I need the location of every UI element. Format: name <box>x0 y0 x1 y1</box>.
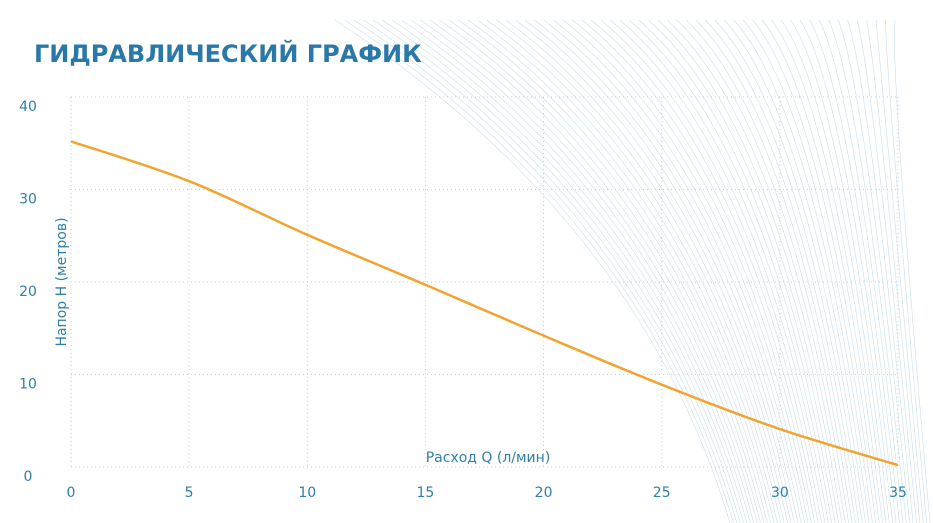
decoration-line <box>761 19 883 523</box>
decoration-line <box>704 19 863 523</box>
decoration-line <box>714 19 866 523</box>
decoration-line <box>657 19 846 523</box>
decoration-line <box>477 19 782 523</box>
decoration-line <box>353 19 738 523</box>
decoration-line <box>515 19 795 523</box>
decoration-line <box>391 19 751 523</box>
y-tick-label: 20 <box>19 284 37 300</box>
decoration-line <box>600 19 826 523</box>
decoration-line <box>742 19 877 523</box>
decoration-line <box>733 19 873 523</box>
decoration-line <box>790 19 894 523</box>
decoration-line <box>553 19 809 523</box>
decoration-line <box>467 19 778 523</box>
decoration-line <box>372 19 744 523</box>
decoration-line <box>591 19 822 523</box>
decoration-line <box>363 19 741 523</box>
decoration-line <box>486 19 785 523</box>
y-tick-label: 30 <box>19 192 37 208</box>
decoration-line <box>894 19 931 523</box>
decoration-line <box>885 19 927 523</box>
decoration-line <box>856 19 917 523</box>
x-tick-label: 35 <box>889 485 907 501</box>
decoration-line <box>420 19 761 523</box>
decoration-line <box>496 19 788 523</box>
decoration <box>334 19 931 523</box>
decoration-line <box>562 19 812 523</box>
decoration-line <box>505 19 792 523</box>
decoration-line <box>780 19 890 523</box>
decoration-line <box>685 19 856 523</box>
x-tick-label: 25 <box>653 485 671 501</box>
decoration-line <box>610 19 829 523</box>
x-tick-label: 15 <box>417 485 435 501</box>
decoration-line <box>344 19 734 523</box>
decoration-line <box>638 19 839 523</box>
decoration-line <box>847 19 914 523</box>
decoration-line <box>799 19 897 523</box>
decoration-line <box>629 19 836 523</box>
decoration-line <box>723 19 870 523</box>
decoration-line <box>818 19 904 523</box>
decoration-line <box>676 19 853 523</box>
decoration-line <box>572 19 816 523</box>
x-tick-label: 20 <box>535 485 553 501</box>
decoration-line <box>828 19 907 523</box>
decoration-line <box>619 19 832 523</box>
decoration-line <box>648 19 843 523</box>
decoration-line <box>439 19 768 523</box>
x-tick-label: 0 <box>67 485 76 501</box>
decoration-line <box>752 19 880 523</box>
y-axis-label: Напор H (метров) <box>54 217 70 346</box>
decoration-line <box>448 19 771 523</box>
data-line <box>70 140 899 467</box>
x-tick-label: 5 <box>185 485 194 501</box>
x-axis-label: Расход Q (л/мин) <box>426 450 551 466</box>
decoration-line <box>458 19 775 523</box>
decoration-line <box>875 19 924 523</box>
chart-title: ГИДРАВЛИЧЕСКИЙ ГРАФИК <box>34 39 422 68</box>
decoration-line <box>695 19 860 523</box>
decoration-line <box>866 19 921 523</box>
decoration-line <box>581 19 819 523</box>
decoration-line <box>809 19 900 523</box>
decoration-line <box>429 19 765 523</box>
y-tick-label: 0 <box>24 469 33 485</box>
decoration-line <box>543 19 805 523</box>
y-tick-label: 10 <box>19 377 37 393</box>
decoration-line <box>401 19 755 523</box>
y-tick-label: 40 <box>19 99 37 115</box>
x-tick-label: 30 <box>771 485 789 501</box>
decoration-line <box>382 19 748 523</box>
decoration-line <box>667 19 849 523</box>
x-tick-label: 10 <box>298 485 316 501</box>
decoration-line <box>410 19 758 523</box>
decoration-line <box>334 19 731 523</box>
decoration-line <box>771 19 887 523</box>
